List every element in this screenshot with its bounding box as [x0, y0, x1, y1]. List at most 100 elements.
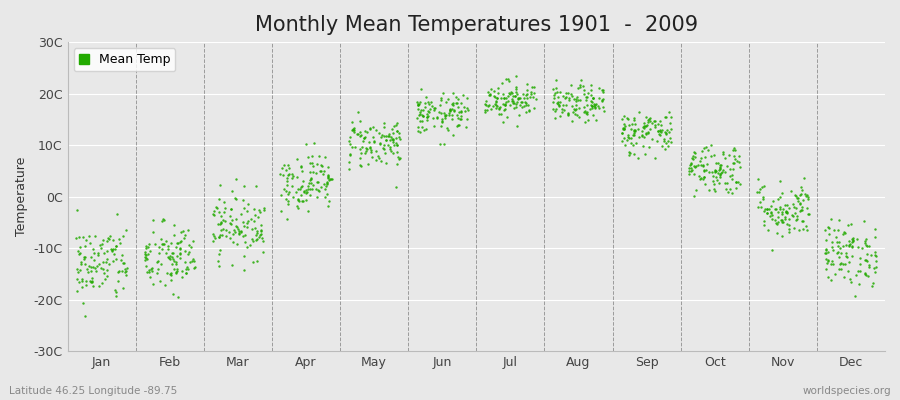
Point: [106, 245, 121, 252]
Point: [305, 186, 320, 192]
Point: [508, 83, 523, 90]
Point: [237, 253, 251, 260]
Point: [583, 82, 598, 88]
Point: [182, 242, 196, 248]
Point: [659, 140, 673, 146]
Point: [587, 103, 601, 109]
Point: [575, 83, 590, 90]
Point: [413, 118, 428, 124]
Point: [652, 126, 667, 133]
Point: [800, 194, 814, 200]
Point: [562, 94, 577, 101]
Point: [517, 95, 531, 101]
Point: [584, 86, 598, 93]
Point: [146, 281, 160, 287]
Point: [176, 234, 191, 241]
Point: [304, 153, 319, 159]
Point: [720, 163, 734, 169]
Point: [796, 218, 810, 224]
Point: [117, 260, 131, 267]
Point: [620, 116, 634, 122]
Point: [708, 160, 723, 166]
Point: [838, 230, 852, 236]
Point: [496, 90, 510, 97]
Point: [377, 150, 392, 156]
Point: [500, 113, 514, 120]
Point: [440, 124, 454, 131]
Point: [616, 126, 631, 132]
Point: [75, 276, 89, 282]
Point: [849, 271, 863, 278]
Point: [713, 161, 727, 168]
Point: [770, 219, 785, 225]
Point: [357, 150, 372, 156]
Point: [434, 122, 448, 129]
Point: [100, 273, 114, 280]
Point: [385, 125, 400, 132]
Point: [176, 228, 190, 234]
Point: [586, 95, 600, 101]
Point: [233, 228, 248, 234]
Point: [791, 227, 806, 234]
Point: [498, 101, 512, 108]
Point: [524, 91, 538, 97]
Point: [363, 144, 377, 151]
Point: [353, 133, 367, 139]
Point: [363, 126, 377, 132]
Point: [376, 144, 391, 151]
Point: [571, 85, 585, 91]
Point: [624, 135, 638, 141]
Point: [113, 240, 128, 246]
Point: [850, 236, 865, 242]
Point: [563, 91, 578, 98]
Point: [845, 239, 859, 246]
Point: [501, 76, 516, 82]
Point: [696, 176, 710, 182]
Point: [425, 103, 439, 110]
Point: [70, 276, 85, 282]
Point: [435, 118, 449, 124]
Point: [149, 259, 164, 266]
Point: [526, 105, 541, 112]
Point: [692, 173, 706, 179]
Point: [429, 115, 444, 121]
Point: [487, 88, 501, 94]
Point: [183, 259, 197, 266]
Point: [763, 213, 778, 219]
Point: [84, 279, 98, 285]
Point: [109, 293, 123, 300]
Point: [637, 123, 652, 130]
Point: [650, 138, 664, 144]
Point: [282, 171, 296, 177]
Point: [231, 231, 246, 238]
Point: [687, 193, 701, 199]
Point: [418, 126, 433, 132]
Point: [248, 225, 263, 231]
Point: [222, 220, 237, 227]
Point: [868, 264, 883, 270]
Point: [751, 203, 765, 210]
Point: [343, 152, 357, 158]
Point: [724, 176, 739, 183]
Point: [776, 205, 790, 212]
Point: [320, 191, 335, 198]
Point: [294, 168, 309, 174]
Point: [446, 90, 460, 96]
Point: [637, 125, 652, 131]
Point: [824, 239, 839, 245]
Point: [508, 105, 522, 111]
Point: [833, 260, 848, 266]
Point: [78, 254, 93, 260]
Point: [280, 182, 294, 188]
Point: [662, 120, 677, 127]
Point: [353, 129, 367, 135]
Point: [547, 115, 562, 121]
Point: [445, 106, 459, 112]
Point: [559, 102, 573, 108]
Point: [273, 171, 287, 178]
Point: [356, 138, 370, 144]
Point: [549, 85, 563, 91]
Point: [793, 208, 807, 215]
Point: [688, 187, 703, 193]
Point: [293, 163, 308, 169]
